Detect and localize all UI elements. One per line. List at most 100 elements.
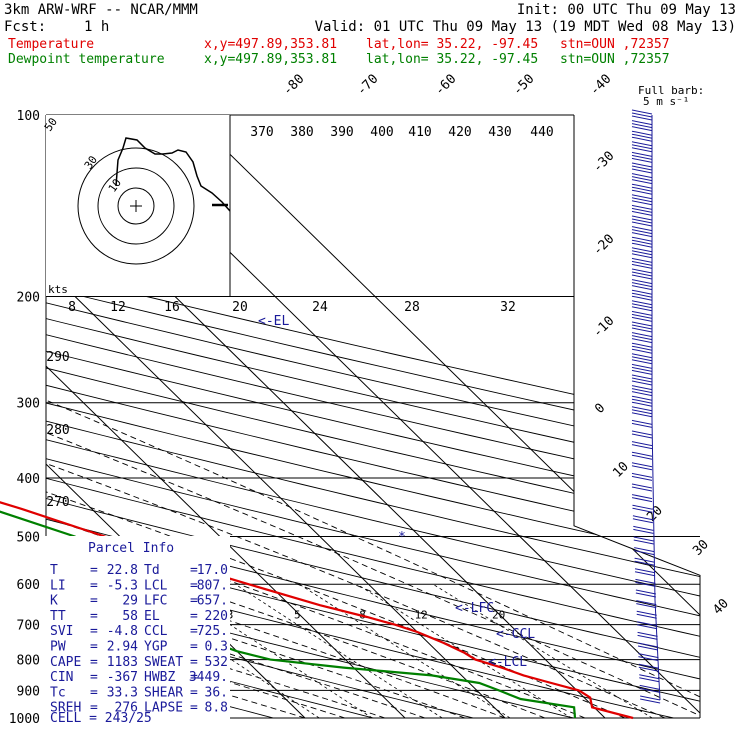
wind-barb (631, 486, 653, 492)
isotherm-label: 40 (710, 596, 732, 618)
isotherm-label: -20 (590, 232, 617, 259)
wind-barb (631, 401, 653, 407)
wind-barb (631, 356, 653, 362)
wind-barb (634, 550, 655, 556)
wind-barb (639, 674, 660, 680)
wind-barb (631, 303, 653, 309)
wind-barb (631, 353, 653, 359)
parcel-row-value: 36. (205, 685, 228, 700)
wind-barb (632, 518, 654, 524)
wind-barb (631, 388, 653, 394)
wind-barb (631, 295, 653, 301)
dry-adiabat (46, 115, 700, 718)
wind-barb (631, 120, 653, 126)
wind-barb (631, 369, 653, 375)
wind-barb (638, 663, 659, 669)
isotherm-label: 10 (610, 459, 632, 481)
fcst-label: Fcst: (4, 19, 46, 35)
parcel-row-label: CIN (50, 670, 73, 685)
wind-barb (631, 380, 653, 386)
wind-barb (634, 568, 656, 574)
dry-adiabat (46, 115, 700, 718)
wind-barb (631, 144, 653, 150)
mixing-ratio-line (432, 583, 653, 718)
parcel-row-value: 807. (197, 578, 228, 593)
wind-barb (636, 600, 657, 606)
mixing-ratio-label: 12 (415, 609, 428, 622)
moist-adiabat (46, 296, 666, 718)
init-time: Init: 00 UTC Thu 09 May 13 (517, 2, 736, 18)
wind-barb (640, 698, 661, 704)
legend-temperature-stn: stn=OUN ,72357 (560, 37, 670, 52)
wind-barb (639, 677, 660, 683)
wind-barb (631, 109, 653, 115)
wind-barb (631, 168, 653, 174)
dry-adiabat (46, 115, 700, 718)
wind-barb (633, 539, 654, 545)
wind-barb (631, 494, 653, 500)
wind-barb (631, 204, 653, 210)
parcel-row-value: 276 (115, 701, 138, 716)
wind-barb (631, 366, 653, 372)
wind-barb (631, 345, 653, 351)
hodo-tick-12: 12 (110, 300, 126, 315)
parcel-row-value: 29 (122, 594, 138, 609)
wind-barb (635, 578, 656, 584)
wind-barb (631, 338, 653, 344)
wind-barb (631, 130, 653, 136)
wind-barb (631, 406, 653, 412)
wind-barb (631, 324, 653, 330)
wind-barb (631, 342, 653, 348)
wind-barb (631, 126, 653, 132)
moist-adiabat (46, 296, 700, 718)
pressure-label-300: 300 (17, 397, 40, 412)
theta-label: 290 (46, 350, 69, 365)
dry-adiabat (46, 115, 700, 718)
wind-barb (631, 472, 653, 478)
pressure-label-800: 800 (17, 654, 40, 669)
wind-barb (631, 147, 653, 153)
mixing-ratio-label: 20 (492, 609, 505, 622)
parcel-row-eq: = (190, 624, 198, 639)
wind-barb (631, 179, 653, 185)
wind-barb (631, 271, 653, 277)
parcel-row-value: 3449. (189, 670, 228, 685)
wind-barb (634, 547, 655, 553)
mixing-ratio-line (118, 583, 320, 718)
wind-barb (636, 610, 657, 616)
hodo-ring-50 (77, 147, 195, 265)
parcel-row-eq: = (90, 670, 98, 685)
hodo-label-10: 10 (106, 176, 124, 194)
parcel-row-eq: = (190, 594, 198, 609)
dry-adiabat (46, 115, 674, 718)
barb-legend-title: Full barb: (638, 84, 704, 97)
wind-barb (631, 497, 653, 503)
wind-barb (631, 321, 653, 327)
legend-temperature-latlon: lat,lon= 35.22, -97.45 (366, 37, 538, 52)
wind-barb (631, 229, 653, 235)
parcel-row-label: LCL (144, 578, 168, 593)
wind-barb (631, 194, 653, 200)
parcel-row-label: CAPE (50, 655, 81, 670)
parcel-row-label: YGP (144, 640, 168, 655)
hodo-tick-32: 32 (500, 300, 516, 315)
dry-adiabat (46, 115, 700, 718)
wind-barb (639, 687, 660, 693)
wind-barb (631, 250, 653, 256)
wind-barb (631, 335, 653, 341)
wind-barb (631, 409, 653, 415)
legend-temperature-xy: x,y=497.89,353.81 (204, 37, 337, 52)
parcel-row-eq: = (90, 578, 98, 593)
wind-barb (631, 462, 653, 468)
parcel-row-value: 725. (197, 624, 228, 639)
wind-barb (631, 257, 653, 263)
pressure-label-100: 100 (17, 109, 40, 124)
hodograph: 10 30 50 kts (42, 115, 231, 296)
barb-legend-units: 5 m s⁻¹ (643, 95, 689, 108)
wind-barb (633, 525, 654, 531)
isotherm (46, 115, 406, 718)
wind-barb (631, 165, 653, 171)
dry-adiabat (46, 115, 700, 718)
parcel-row-eq: = (190, 563, 198, 578)
